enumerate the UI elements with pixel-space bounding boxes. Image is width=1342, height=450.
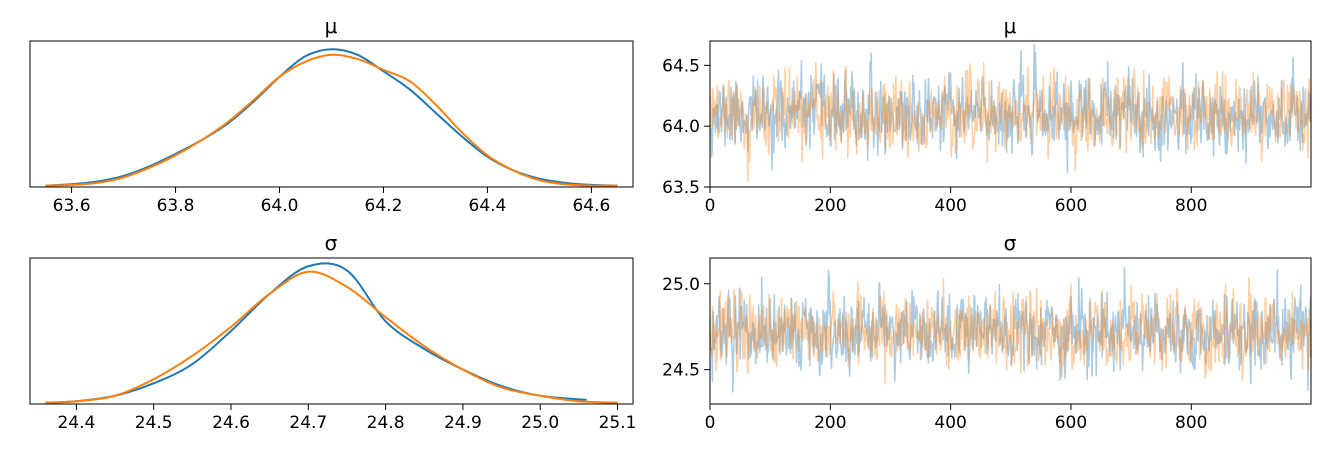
x-tick-label: 64.4 [469,196,507,216]
x-tick-label: 24.5 [135,413,173,433]
x-tick-label: 800 [1175,413,1207,433]
y-tick-label: 64.5 [662,56,700,76]
trace-lines-mu [709,43,1312,182]
y-tick-label: 64.0 [662,117,700,137]
trace-line-chain-2 [709,61,1312,182]
x-tick-label: 25.1 [599,413,637,433]
x-tick-label: 600 [1055,196,1087,216]
x-tick-label: 63.6 [53,196,91,216]
trace-line-chain-1 [709,266,1312,393]
x-tick-label: 64.2 [365,196,403,216]
kde-line-chain-1 [45,262,587,404]
y-tick-label: 25.0 [662,275,700,295]
trace-line-chain-2 [709,277,1312,385]
x-tick-label: 24.6 [212,413,250,433]
x-tick-label: 64.0 [261,196,299,216]
trace-lines-sigma [709,266,1312,393]
x-tick-label: 24.4 [57,413,95,433]
series-lines-mu-kde [45,48,618,187]
axes-frame-mu-trace [709,40,1312,188]
kde-line-chain-2 [45,270,618,404]
panel-sigma-trace: σ 0 200 400 600 800 24.5 25.0 [662,231,1312,433]
panel-title-sigma-trace: σ [1004,231,1017,255]
axes-frame-mu-kde [29,40,634,188]
kde-line-chain-2 [45,53,618,187]
panel-mu-kde: μ 63.6 63.8 64.0 64.2 64.4 64.6 [29,14,634,216]
panel-sigma-kde: σ 24.4 24.5 24.6 24.7 24.8 24.9 25.0 25.1 [29,231,636,433]
panel-mu-trace: μ 0 200 400 600 800 63.5 64.0 64.5 [662,14,1312,216]
axes-frame-sigma-kde [29,257,634,405]
x-tick-label: 200 [814,196,846,216]
x-ticks-mu-trace: 0 200 400 600 800 [705,187,1208,216]
trace-line-chain-1 [709,43,1312,174]
x-tick-label: 24.7 [289,413,327,433]
x-tick-label: 24.9 [444,413,482,433]
x-tick-label: 400 [934,196,966,216]
panel-title-mu-trace: μ [1004,14,1017,38]
x-tick-label: 63.8 [157,196,195,216]
y-ticks-sigma-trace: 24.5 25.0 [662,275,710,381]
x-tick-label: 0 [705,413,716,433]
y-tick-label: 63.5 [662,178,700,198]
x-tick-label: 24.8 [367,413,405,433]
x-tick-label: 600 [1055,413,1087,433]
series-lines-sigma-kde [45,262,618,404]
kde-line-chain-1 [45,48,618,187]
axes-frame-sigma-trace [709,257,1312,405]
x-tick-label: 400 [934,413,966,433]
x-ticks-sigma-trace: 0 200 400 600 800 [705,404,1208,433]
x-ticks-mu-kde: 63.6 63.8 64.0 64.2 64.4 64.6 [53,187,610,216]
x-tick-label: 25.0 [521,413,559,433]
x-tick-label: 64.6 [572,196,610,216]
x-ticks-sigma-kde: 24.4 24.5 24.6 24.7 24.8 24.9 25.0 25.1 [57,404,636,433]
panel-title-sigma-kde: σ [325,231,338,255]
x-tick-label: 800 [1175,196,1207,216]
y-tick-label: 24.5 [662,361,700,381]
x-tick-label: 0 [705,196,716,216]
x-tick-label: 200 [814,413,846,433]
y-ticks-mu-trace: 63.5 64.0 64.5 [662,56,710,198]
panel-title-mu-kde: μ [325,14,338,38]
